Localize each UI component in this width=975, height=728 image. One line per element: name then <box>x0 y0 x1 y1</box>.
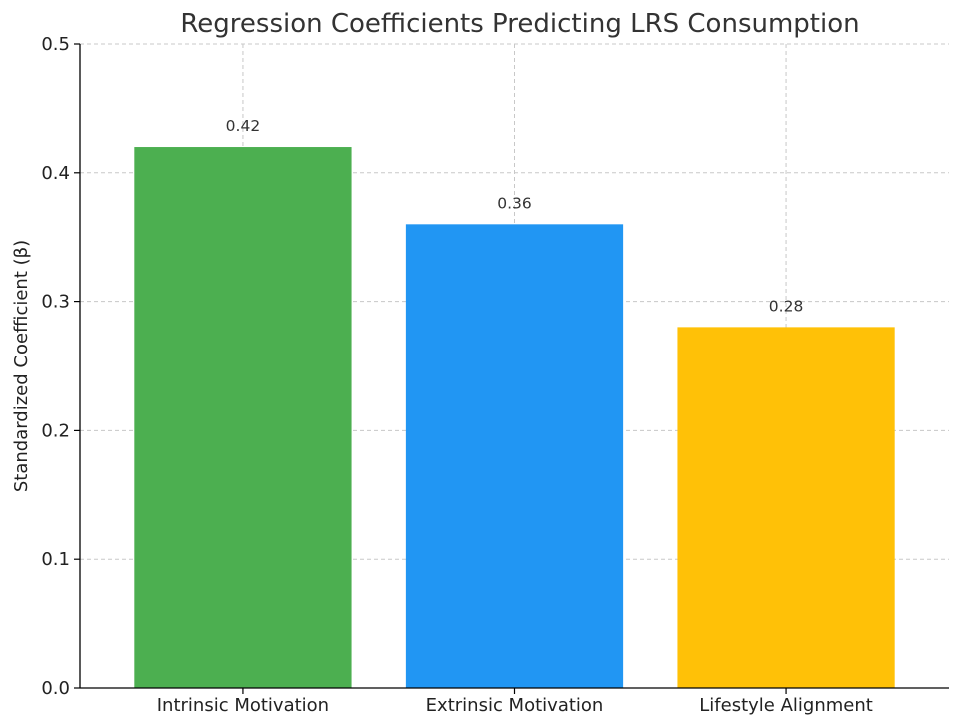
bar <box>134 147 352 689</box>
y-tick-label: 0.5 <box>41 34 70 55</box>
data-label: 0.36 <box>497 194 532 212</box>
y-tick-label: 0.3 <box>41 292 70 313</box>
y-tick-label: 0.2 <box>41 420 70 441</box>
data-label: 0.42 <box>226 117 261 135</box>
x-tick-label: Intrinsic Motivation <box>157 695 329 716</box>
bars <box>134 147 895 689</box>
bar <box>405 224 624 688</box>
axes: 0.0 0.1 0.2 0.3 0.4 0.5 Intrinsic Motivation Ex… <box>41 34 949 716</box>
y-tick-label: 0.0 <box>41 678 70 699</box>
y-axis-label: Standardized Coefficient (β) <box>11 240 32 492</box>
data-label: 0.28 <box>769 297 804 315</box>
y-tick-label: 0.1 <box>41 549 70 570</box>
x-tick-label: Lifestyle Alignment <box>699 695 873 716</box>
bar <box>677 327 895 688</box>
y-tick-label: 0.4 <box>41 163 70 184</box>
data-labels: 0.42 0.36 0.28 <box>226 117 804 315</box>
chart-title: Regression Coefficients Predicting LRS C… <box>180 9 859 39</box>
x-tick-label: Extrinsic Motivation <box>426 695 604 716</box>
